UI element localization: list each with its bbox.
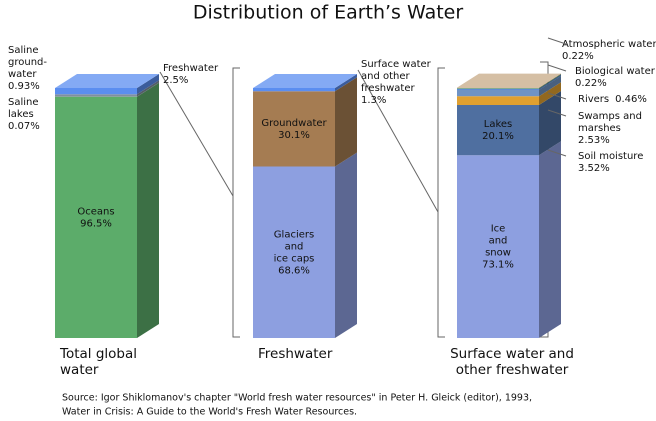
bar-segment	[457, 88, 539, 90]
bar-top	[55, 74, 159, 88]
source-note: Water in Crisis: A Guide to the World's …	[62, 407, 357, 418]
bar-segment	[457, 155, 539, 338]
segment-label: ground-	[8, 57, 47, 68]
segment-label: Biological water	[575, 66, 656, 77]
chart-title: Distribution of Earth’s Water	[193, 2, 464, 24]
segment-label: Groundwater	[261, 118, 327, 129]
bar-top	[457, 73, 561, 88]
segment-label: lakes	[8, 109, 34, 120]
bar-segment	[253, 166, 335, 338]
leader	[547, 64, 567, 72]
category-label: Total global	[59, 346, 137, 362]
segment-label: water	[8, 69, 37, 80]
segment-label: Saline	[8, 45, 39, 56]
bar-side	[137, 80, 159, 97]
segment-label: ice caps	[274, 253, 315, 264]
bar-segment	[55, 96, 137, 338]
bar-segment	[457, 89, 539, 97]
leader	[547, 149, 567, 157]
value-label: 2.53%	[578, 135, 610, 146]
bar-segment	[253, 88, 335, 92]
segment-label: Atmospheric water	[562, 39, 656, 50]
segment-label: and	[285, 241, 304, 252]
value-label: 2.5%	[163, 75, 188, 86]
bar-segment	[457, 88, 539, 89]
bar-segment	[253, 91, 335, 167]
category-label: Freshwater	[258, 346, 333, 362]
connector	[159, 71, 234, 197]
bracket	[437, 67, 445, 338]
segment-label: freshwater	[361, 83, 415, 94]
category-label: Surface water and	[450, 346, 574, 362]
bar-side	[335, 77, 357, 167]
bar-segment	[457, 87, 539, 89]
bar-side	[539, 74, 561, 90]
segment-label: marshes	[578, 123, 621, 134]
value-label: 0.93%	[8, 81, 40, 92]
bar-side	[539, 141, 561, 338]
connector	[357, 69, 439, 213]
segment-label: Lakes	[484, 119, 513, 130]
segment-label: Surface water	[361, 59, 432, 70]
bar-side	[137, 82, 159, 97]
segment-label: Soil moisture	[578, 151, 643, 162]
leader	[547, 92, 567, 100]
segment-label: and	[489, 236, 508, 247]
segment-label: Freshwater	[163, 63, 219, 74]
value-label: 68.6%	[278, 265, 310, 276]
segment-label: snow	[485, 248, 511, 259]
category-label: other freshwater	[456, 362, 569, 378]
bar-side	[137, 74, 159, 95]
value-label: 0.22%	[575, 78, 607, 89]
segment-label: Oceans	[77, 206, 114, 217]
value-label: 30.1%	[278, 130, 310, 141]
segment-label: and other	[361, 71, 411, 82]
segment-label: Glaciers	[274, 229, 314, 240]
source-note: Source: Igor Shiklomanov's chapter "Worl…	[62, 393, 532, 404]
category-label: water	[60, 362, 99, 378]
value-label: 1.3%	[361, 95, 386, 106]
bar-side	[539, 73, 561, 89]
bar-segment	[55, 94, 137, 97]
bar-top	[253, 74, 357, 88]
value-label: 3.52%	[578, 163, 610, 174]
bar-side	[335, 74, 357, 92]
value-label: 73.1%	[482, 260, 514, 271]
segment-label: Rivers 0.46%	[578, 94, 647, 105]
bar-side	[539, 75, 561, 97]
value-label: 0.46%	[615, 94, 647, 105]
bar-segment	[55, 88, 137, 95]
segment-label: Ice	[491, 224, 506, 235]
bracket	[232, 67, 240, 338]
bar-side	[539, 91, 561, 156]
bar-segment	[457, 105, 539, 156]
segment-label: Saline	[8, 97, 39, 108]
segment-label: Swamps and	[578, 111, 642, 122]
bar-segment	[457, 96, 539, 105]
value-label: 0.22%	[562, 51, 594, 62]
bar-side	[539, 74, 561, 89]
leader	[547, 109, 567, 117]
value-label: 20.1%	[482, 131, 514, 142]
leader	[547, 37, 567, 45]
bar-side	[335, 152, 357, 338]
value-label: 96.5%	[80, 218, 112, 229]
value-label: 0.07%	[8, 121, 40, 132]
segment-name: Rivers	[578, 94, 609, 105]
bar-side	[137, 82, 159, 338]
